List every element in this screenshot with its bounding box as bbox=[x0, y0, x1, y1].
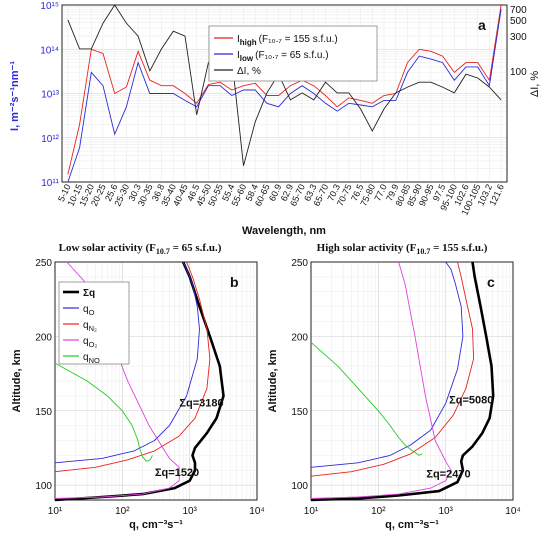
series-line-O bbox=[310, 261, 464, 468]
series-line-high bbox=[67, 4, 502, 175]
panel-c-plot-box bbox=[310, 261, 514, 501]
tick-label: 10² bbox=[115, 506, 130, 517]
tick-label: 250 bbox=[291, 258, 308, 269]
tick-label: 10¹² bbox=[41, 134, 59, 145]
tick-label: 100 bbox=[291, 481, 308, 492]
panel-b-y-tick-labels: 100 150 200 250 bbox=[35, 258, 52, 492]
panel-b: Low solar activity (F10.7 = 65 s.f.u.) 1… bbox=[11, 242, 265, 531]
legend-label: qNO bbox=[83, 352, 100, 365]
series-line-delta bbox=[67, 4, 502, 166]
panel-b-y-axis-label: Altitude, km bbox=[11, 349, 23, 412]
series-line-NO bbox=[54, 362, 153, 462]
tick-label: 10¹¹ bbox=[41, 178, 59, 189]
panel-a-right-axis-label: ΔI, % bbox=[529, 71, 541, 98]
tick-label: 150 bbox=[291, 407, 308, 418]
panel-c-annotations: Σq=5080 Σq=2470 bbox=[426, 394, 493, 480]
tick-label: 300 bbox=[510, 32, 527, 43]
panel-b-letter: b bbox=[230, 274, 239, 290]
tick-label: 10² bbox=[371, 506, 386, 517]
tick-label: 100 bbox=[35, 481, 52, 492]
panel-a-x-tick-labels: 5-1010-1515-2020-2525.625-3030.330-3536.… bbox=[56, 183, 506, 217]
tick-label: 200 bbox=[35, 332, 52, 343]
tick-label: 10⁴ bbox=[249, 506, 264, 517]
annotation-label: Σq=1520 bbox=[155, 467, 199, 479]
panel-a-x-axis-label: Wavelength, nm bbox=[242, 225, 326, 237]
legend-label: qO bbox=[83, 304, 95, 317]
panel-b-legend-box bbox=[58, 281, 130, 365]
tick-label: 10⁴ bbox=[505, 506, 520, 517]
panel-b-annotations: Σq=3180 Σq=1520 bbox=[155, 397, 224, 479]
panel-a-legend: Ihigh (F₁₀.₇ = 155 s.f.u.) Ilow (F₁₀.₇ = 6… bbox=[208, 25, 378, 82]
legend-label: qN₂ bbox=[83, 320, 97, 333]
panel-a-series-lines bbox=[67, 4, 502, 183]
series-line-O2 bbox=[310, 261, 452, 499]
panel-b-plot-box bbox=[54, 261, 258, 501]
tick-label: 200 bbox=[291, 332, 308, 343]
panel-c-letter: c bbox=[487, 274, 495, 290]
panel-a-letter: a bbox=[478, 17, 486, 33]
legend-label-delta: ΔI, % bbox=[237, 66, 261, 77]
tick-label: 150 bbox=[35, 407, 52, 418]
tick-label: 10¹ bbox=[48, 506, 63, 517]
panel-a-plot-box bbox=[61, 4, 508, 183]
panel-b-series-lines bbox=[54, 261, 225, 502]
panel-a-legend-box bbox=[208, 25, 378, 82]
panel-c-x-axis-label: q, cm⁻³s⁻¹ bbox=[385, 519, 439, 531]
panel-a-left-tick-labels: 10¹¹ 10¹² 10¹³ 10¹⁴ 10¹⁵ bbox=[40, 1, 59, 189]
tick-label: 10¹⁵ bbox=[40, 1, 59, 12]
tick-label: 10³ bbox=[438, 506, 453, 517]
legend-label: qO₂ bbox=[83, 336, 97, 349]
panel-b-grid bbox=[54, 261, 257, 501]
tick-label: 10³ bbox=[182, 506, 197, 517]
tick-label: 10¹⁴ bbox=[40, 45, 59, 56]
tick-label: 500 bbox=[510, 16, 527, 27]
tick-label: 100 bbox=[510, 67, 527, 78]
series-line-N2 bbox=[54, 261, 211, 473]
series-line-sum bbox=[310, 261, 495, 502]
panel-c: High solar activity (F10.7 = 155 s.f.u.)… bbox=[267, 242, 521, 531]
panel-c-x-tick-labels: 10¹ 10² 10³ 10⁴ bbox=[304, 506, 521, 517]
tick-label: 250 bbox=[35, 258, 52, 269]
tick-label: 700 bbox=[510, 5, 527, 16]
series-line-NO bbox=[310, 341, 423, 456]
panel-c-series-lines bbox=[310, 261, 495, 502]
annotation-label: Σq=5080 bbox=[449, 394, 493, 406]
series-line-low bbox=[67, 9, 502, 183]
panel-b-x-axis-label: q, cm⁻³s⁻¹ bbox=[129, 519, 183, 531]
panel-b-legend: Σq qO qN₂ qO₂ qNO bbox=[58, 281, 130, 365]
annotation-label: Σq=2470 bbox=[426, 469, 470, 481]
legend-label: Σq bbox=[83, 288, 95, 299]
panel-b-title: Low solar activity (F10.7 = 65 s.f.u.) bbox=[59, 242, 222, 256]
panel-c-y-axis-label: Altitude, km bbox=[267, 349, 279, 412]
panel-a-left-axis-label: I, m⁻²s⁻¹nm⁻¹ bbox=[9, 61, 21, 131]
tick-label: 10¹ bbox=[304, 506, 319, 517]
legend-label-low: Ilow (F₁₀.₇ = 65 s.f.u.) bbox=[237, 50, 329, 63]
panel-b-x-tick-labels: 10¹ 10² 10³ 10⁴ bbox=[48, 506, 265, 517]
legend-label-high: Ihigh (F₁₀.₇ = 155 s.f.u.) bbox=[237, 34, 338, 47]
panel-c-title: High solar activity (F10.7 = 155 s.f.u.) bbox=[317, 242, 488, 256]
annotation-label: Σq=3180 bbox=[179, 397, 223, 409]
panel-c-y-tick-labels: 100 150 200 250 bbox=[291, 258, 308, 492]
tick-label: 10¹³ bbox=[41, 90, 59, 101]
series-line-N2 bbox=[310, 261, 475, 477]
series-line-O bbox=[54, 261, 200, 464]
